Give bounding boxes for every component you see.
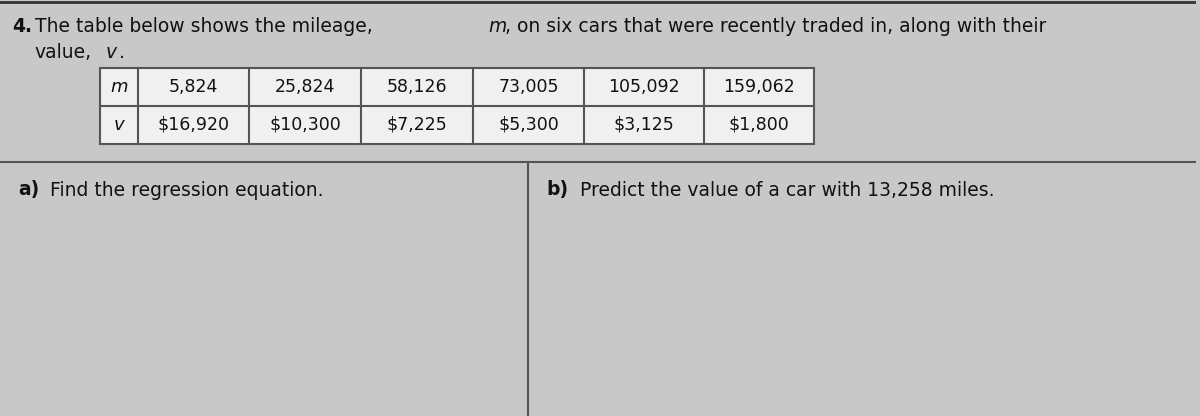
Text: 58,126: 58,126 <box>386 78 448 96</box>
Text: m: m <box>110 78 127 96</box>
Text: 73,005: 73,005 <box>498 78 559 96</box>
Text: 4.: 4. <box>12 17 32 35</box>
Text: 159,062: 159,062 <box>722 78 794 96</box>
Text: v: v <box>113 116 124 134</box>
Text: , on six cars that were recently traded in, along with their: , on six cars that were recently traded … <box>504 17 1046 35</box>
Text: 5,824: 5,824 <box>169 78 218 96</box>
Text: $1,800: $1,800 <box>728 116 790 134</box>
Text: $7,225: $7,225 <box>386 116 448 134</box>
Text: a): a) <box>18 181 40 200</box>
Text: $3,125: $3,125 <box>613 116 674 134</box>
FancyBboxPatch shape <box>100 68 814 144</box>
Text: 105,092: 105,092 <box>608 78 680 96</box>
Text: $5,300: $5,300 <box>498 116 559 134</box>
Text: value,: value, <box>35 42 92 62</box>
Text: Predict the value of a car with 13,258 miles.: Predict the value of a car with 13,258 m… <box>581 181 995 200</box>
Text: v: v <box>106 42 116 62</box>
Text: $10,300: $10,300 <box>269 116 341 134</box>
Text: b): b) <box>546 181 569 200</box>
Text: Find the regression equation.: Find the regression equation. <box>50 181 323 200</box>
Text: .: . <box>119 42 125 62</box>
Text: $16,920: $16,920 <box>157 116 229 134</box>
Text: 25,824: 25,824 <box>275 78 335 96</box>
Text: m: m <box>488 17 506 35</box>
Text: The table below shows the mileage,: The table below shows the mileage, <box>35 17 373 35</box>
